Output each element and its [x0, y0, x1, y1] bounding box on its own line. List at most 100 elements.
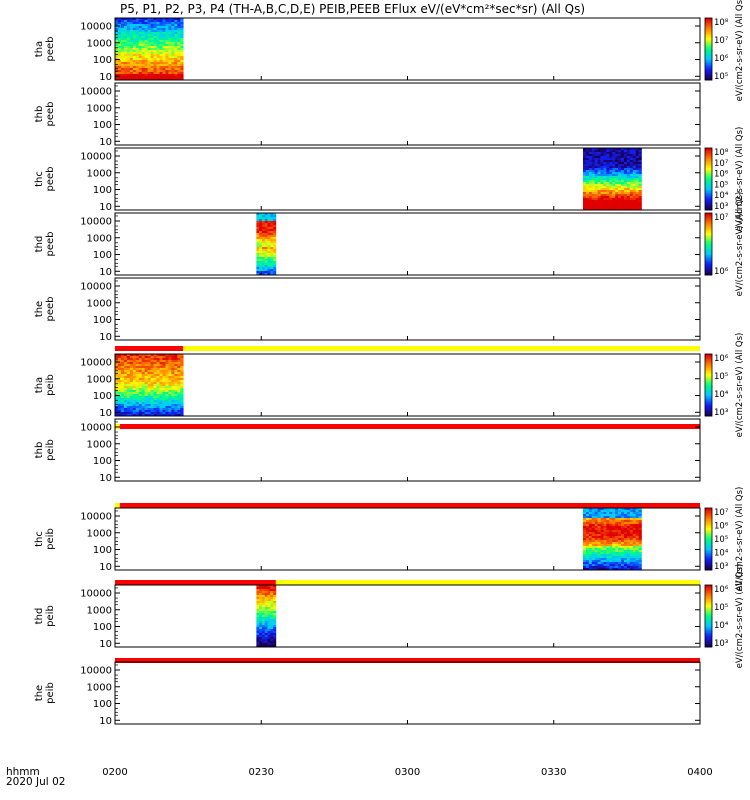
spectrogram-cell: [603, 524, 607, 527]
spectrogram-cell: [600, 564, 604, 567]
spectrogram-cell: [626, 522, 631, 525]
spectrogram-cell: [588, 532, 593, 535]
spectrogram-cell: [623, 158, 628, 161]
spectrogram-cell: [635, 520, 639, 523]
species-label: peeb: [45, 37, 56, 62]
spectrogram-cell: [117, 52, 122, 55]
spectrogram-cell: [159, 52, 163, 55]
spectrogram-cell: [153, 376, 157, 379]
spectrogram-cell: [621, 208, 625, 211]
spectrogram-cell: [153, 410, 157, 413]
spectrogram-cell: [256, 607, 260, 610]
spectrogram-cell: [115, 64, 119, 67]
colorbar-cell: [705, 556, 712, 558]
panel-label: thdpeeb: [34, 232, 56, 257]
spectrogram-cell: [618, 174, 622, 177]
spectrogram-cell: [129, 28, 134, 31]
colorbar-cell: [705, 540, 712, 543]
spectrogram-cell: [270, 223, 274, 226]
spectrogram-cell: [156, 354, 160, 357]
spectrogram-cell: [594, 182, 598, 185]
spectrogram-cell: [159, 368, 163, 371]
flag-segment-red: [115, 658, 700, 663]
spectrogram-cell: [135, 358, 140, 361]
spectrogram-cell: [120, 378, 125, 381]
spectrogram-cell: [153, 400, 157, 403]
date-label: 2020 Jul 02: [6, 776, 66, 788]
spectrogram-cell: [609, 178, 613, 181]
colorbar-cell: [705, 539, 712, 541]
spectrogram-cell: [600, 182, 604, 185]
spectrogram-cell: [259, 247, 263, 250]
spectrogram-cell: [135, 18, 140, 21]
spectrogram-cell: [612, 174, 616, 177]
spectrogram-cell: [264, 259, 268, 262]
spectrogram-cell: [259, 257, 263, 260]
spectrogram-cell: [594, 150, 598, 153]
spectrogram-cell: [632, 524, 636, 527]
spectrogram-cell: [256, 271, 260, 274]
spectrogram-cell: [147, 62, 151, 65]
spectrogram-cell: [129, 394, 134, 397]
spectrogram-cell: [621, 556, 625, 559]
spectrogram-cell: [267, 239, 271, 242]
spectrogram-cell: [600, 166, 604, 169]
spectrogram-cell: [180, 380, 184, 383]
spectrogram-cell: [153, 74, 157, 77]
spectrogram-cell: [132, 62, 137, 65]
colorbar-cell: [705, 33, 712, 36]
spectrogram-cell: [623, 166, 628, 169]
spectrogram-cell: [162, 30, 166, 33]
spectrogram-cell: [144, 18, 148, 21]
spectrogram-cell: [597, 194, 601, 197]
spectrogram-cell: [264, 617, 268, 620]
spectrogram-cell: [150, 64, 154, 67]
spectrogram-cell: [144, 46, 148, 49]
spectrogram-cell: [123, 52, 128, 55]
spectrogram-cell: [180, 56, 184, 59]
colorbar-cell: [705, 213, 712, 215]
spectrogram-cell: [635, 162, 639, 165]
spectrogram-cell: [174, 358, 178, 361]
spectrogram-cell: [270, 215, 274, 218]
spectrogram-cell: [600, 526, 604, 529]
spectrogram-cell: [115, 390, 119, 393]
spectrogram-cell: [600, 206, 604, 209]
spectrogram-cell: [256, 237, 260, 240]
spectrogram-cell: [256, 225, 260, 228]
spectrogram-cell: [267, 255, 271, 258]
spectrogram-cell: [174, 408, 178, 411]
spectrogram-cell: [615, 540, 619, 543]
spectrogram-cell: [171, 374, 175, 377]
spectrogram-cell: [612, 532, 616, 535]
spectrogram-cell: [606, 534, 610, 537]
spectrogram-cell: [126, 34, 131, 37]
spectrogram-cell: [606, 524, 610, 527]
spectrogram-cell: [126, 372, 131, 375]
spectrogram-cell: [168, 60, 172, 63]
spectrogram-cell: [132, 372, 137, 375]
spectrogram-cell: [626, 550, 631, 553]
spectrogram-cell: [606, 546, 610, 549]
colorbar-cell: [705, 64, 712, 67]
spectrogram-cell: [629, 528, 634, 531]
spectrogram-cell: [171, 370, 175, 373]
spectrogram-cell: [603, 182, 607, 185]
spectrogram-cell: [609, 192, 613, 195]
colorbar-cell: [705, 623, 712, 626]
colorbar-cell: [705, 358, 712, 361]
spectrogram-cell: [138, 390, 143, 393]
spectrogram-cell: [600, 522, 604, 525]
spectrogram-cell: [144, 40, 148, 43]
spectrogram-cell: [626, 530, 631, 533]
colorbar-cell: [705, 392, 712, 395]
spectrogram-cell: [168, 364, 172, 367]
colorbar-cell: [705, 41, 712, 44]
spectrogram-cell: [117, 380, 122, 383]
spectrogram-cell: [626, 524, 631, 527]
spectrogram-cell: [156, 398, 160, 401]
spectrogram-cell: [609, 180, 613, 183]
spectrogram-cell: [129, 386, 134, 389]
spectrogram-cell: [256, 623, 260, 626]
spectrogram-cell: [115, 400, 119, 403]
